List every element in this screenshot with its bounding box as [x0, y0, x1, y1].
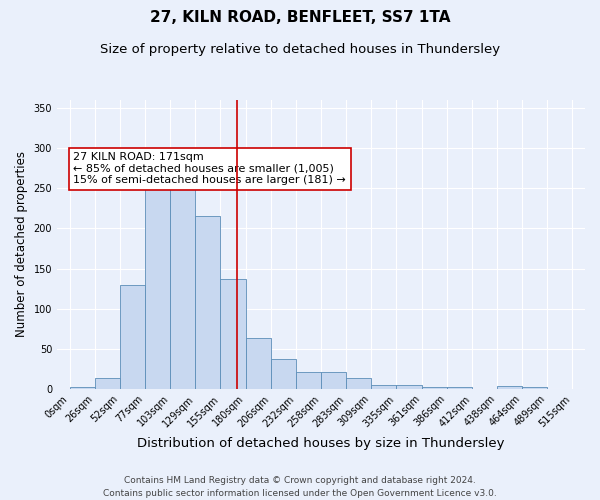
- Bar: [196, 216, 220, 389]
- Text: Contains HM Land Registry data © Crown copyright and database right 2024.
Contai: Contains HM Land Registry data © Crown c…: [103, 476, 497, 498]
- Bar: [371, 385, 397, 389]
- Bar: [271, 359, 296, 389]
- Bar: [522, 388, 547, 389]
- Bar: [145, 174, 170, 389]
- Bar: [170, 156, 196, 389]
- Text: 27 KILN ROAD: 171sqm
← 85% of detached houses are smaller (1,005)
15% of semi-de: 27 KILN ROAD: 171sqm ← 85% of detached h…: [73, 152, 346, 186]
- Bar: [422, 388, 447, 389]
- Bar: [346, 378, 371, 389]
- Bar: [70, 388, 95, 389]
- Bar: [321, 372, 346, 389]
- Bar: [296, 372, 321, 389]
- Bar: [397, 385, 422, 389]
- Bar: [447, 388, 472, 389]
- Bar: [220, 279, 245, 389]
- Bar: [245, 338, 271, 389]
- Bar: [95, 378, 120, 389]
- Text: Size of property relative to detached houses in Thundersley: Size of property relative to detached ho…: [100, 42, 500, 56]
- Bar: [120, 284, 145, 389]
- Y-axis label: Number of detached properties: Number of detached properties: [15, 152, 28, 338]
- Bar: [497, 386, 522, 389]
- Text: 27, KILN ROAD, BENFLEET, SS7 1TA: 27, KILN ROAD, BENFLEET, SS7 1TA: [150, 10, 450, 25]
- X-axis label: Distribution of detached houses by size in Thundersley: Distribution of detached houses by size …: [137, 437, 505, 450]
